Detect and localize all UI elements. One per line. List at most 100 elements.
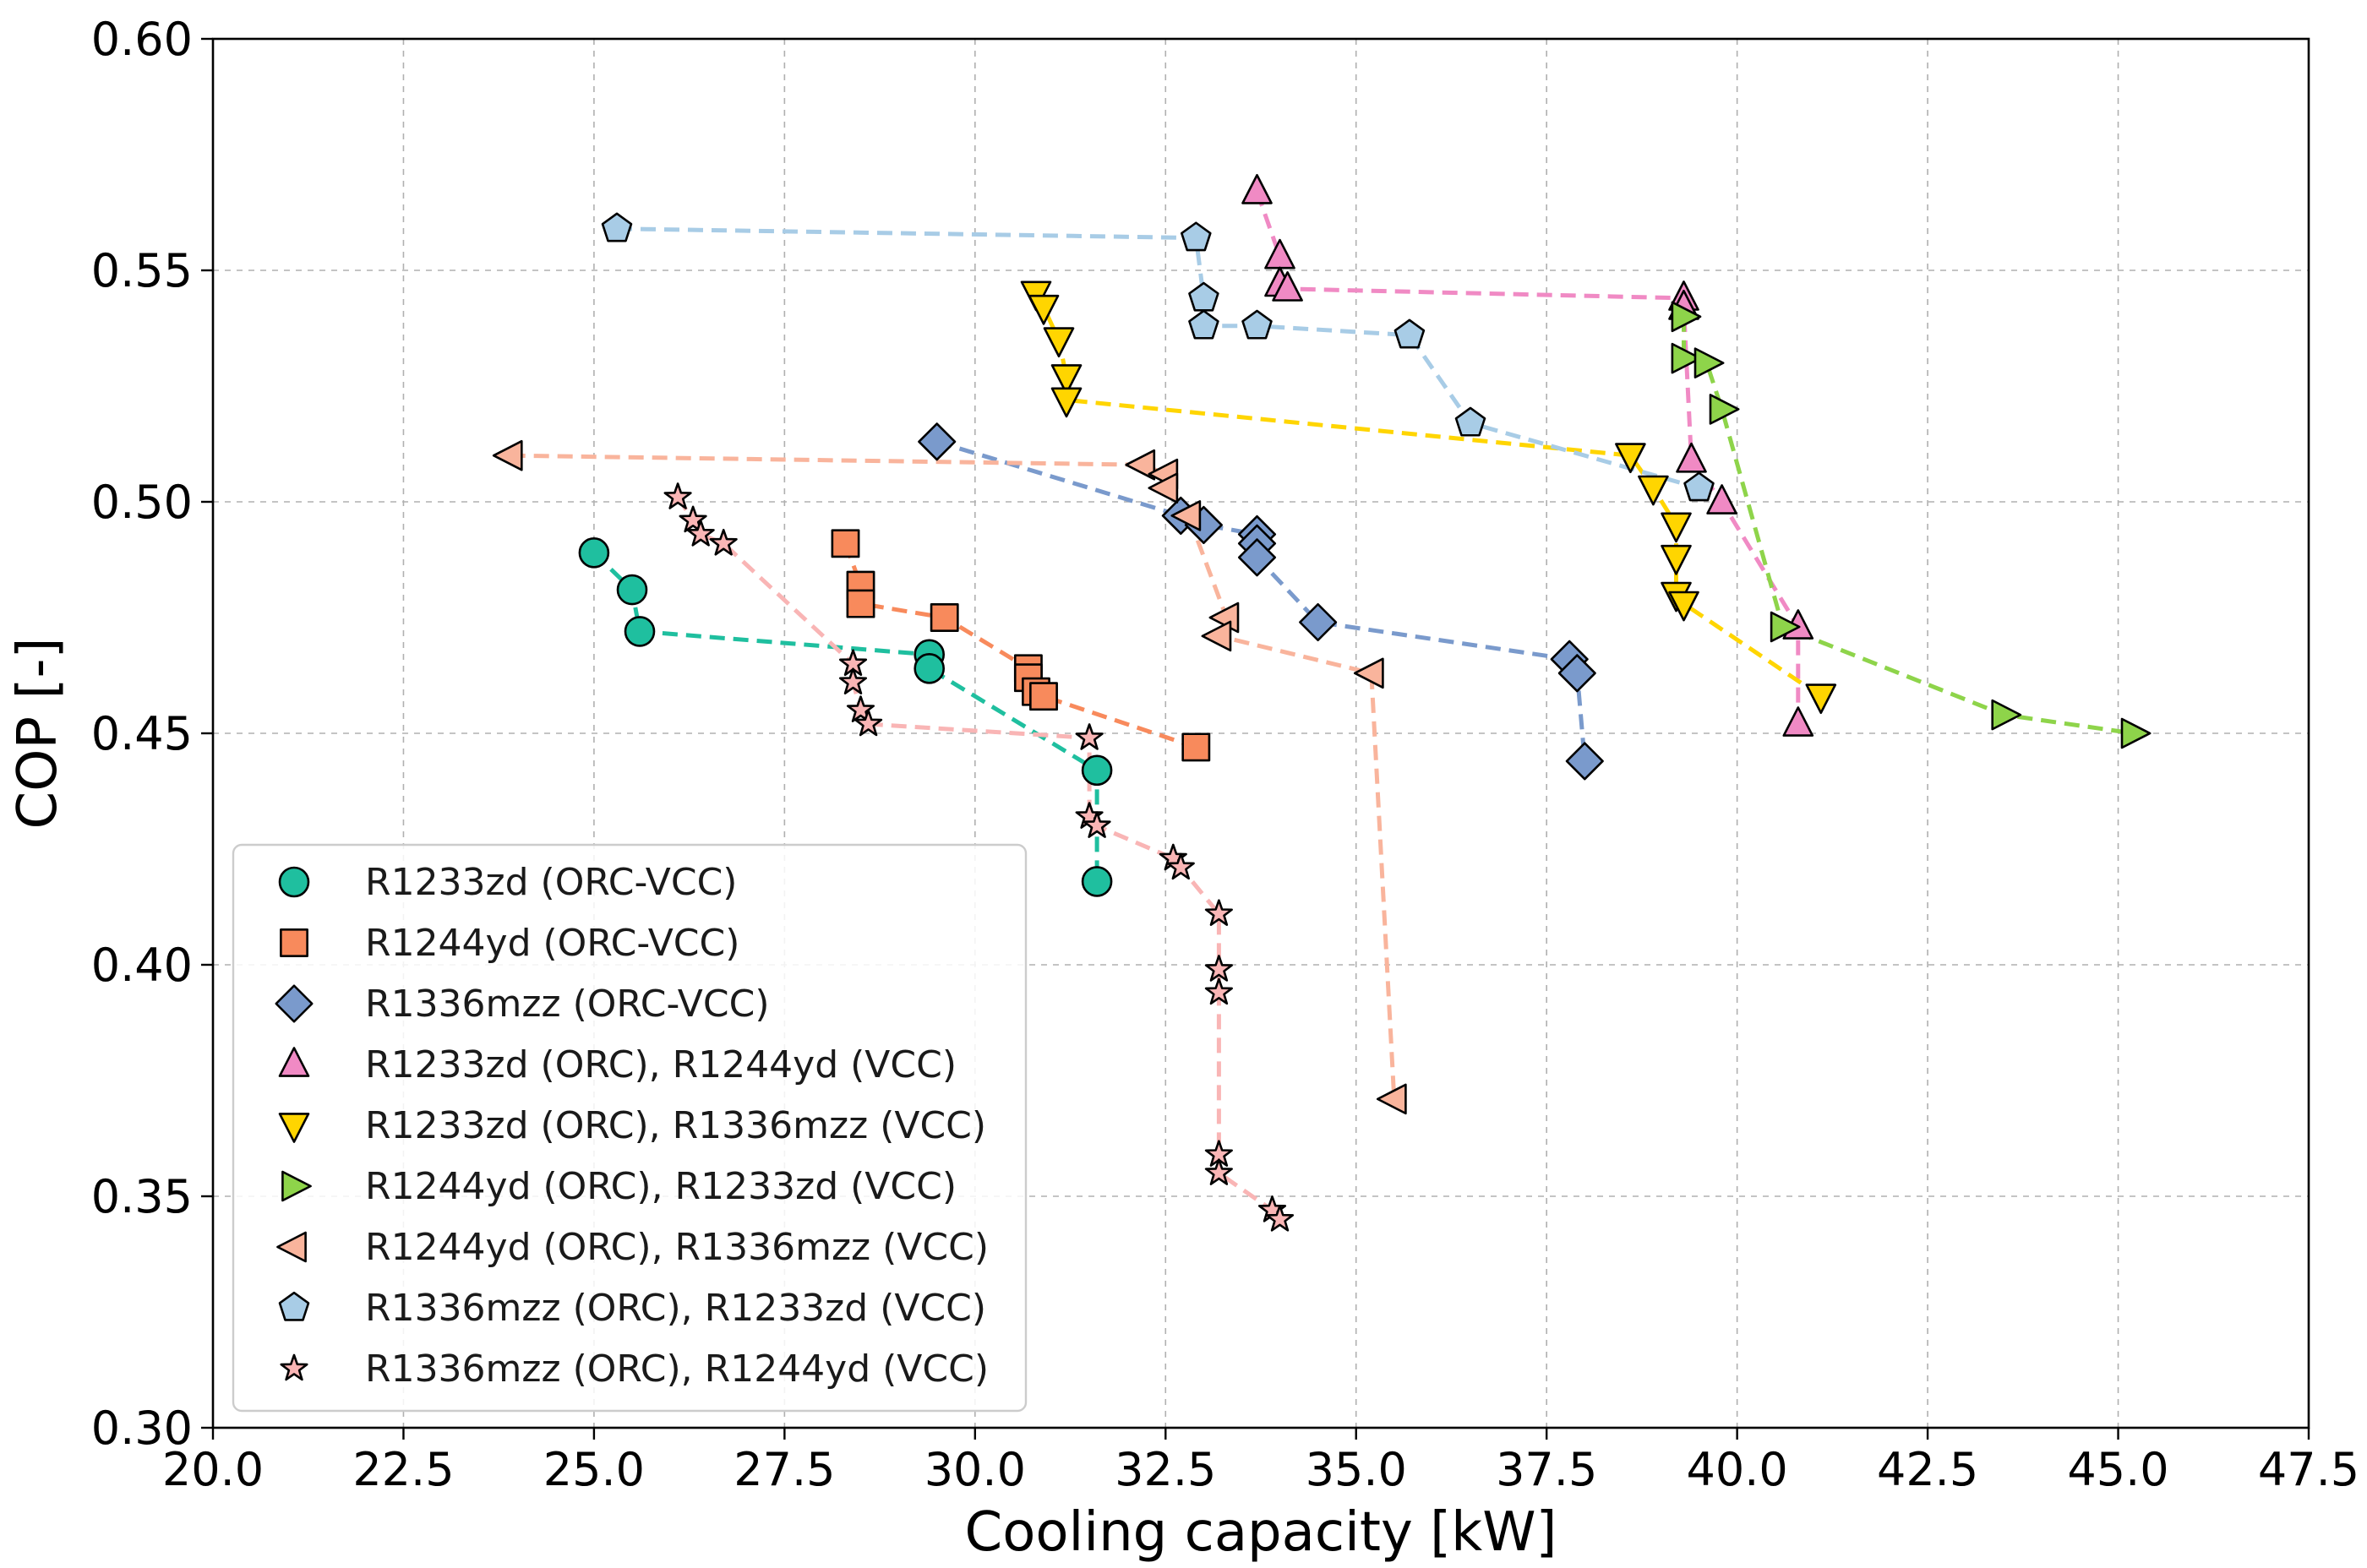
data-point-series-1 (1081, 866, 1113, 897)
series-line-2 (843, 542, 1197, 749)
legend-box (232, 843, 1028, 1413)
data-point-series-7 (1125, 449, 1156, 481)
legend-marker (278, 1113, 310, 1143)
data-point-series-1 (578, 537, 610, 569)
data-point-series-6 (1770, 611, 1801, 643)
legend-marker (280, 928, 308, 957)
data-point-series-2 (930, 603, 959, 632)
data-point-series-6 (1991, 699, 2022, 731)
data-point-series-1 (624, 616, 656, 647)
y-tick-label: 0.55 (91, 244, 193, 297)
data-point-series-7 (1353, 657, 1384, 689)
data-point-series-4 (1706, 484, 1737, 514)
data-point-series-7 (1170, 500, 1202, 531)
legend-marker (278, 1047, 310, 1077)
y-tick-label: 0.60 (91, 13, 193, 66)
data-point-series-8 (1188, 281, 1219, 312)
legend-label: R1244yd (ORC-VCC) (365, 922, 739, 965)
data-point-series-4 (1676, 442, 1707, 473)
series-markers (492, 173, 2152, 1232)
x-tick-label: 22.5 (352, 1443, 454, 1496)
data-point-series-8 (1393, 318, 1426, 349)
data-point-series-5 (1661, 544, 1692, 575)
y-tick-label: 0.40 (91, 939, 193, 992)
data-point-series-6 (1709, 394, 1740, 425)
legend-marker (278, 866, 310, 898)
x-tick-label: 30.0 (924, 1443, 1026, 1496)
data-point-series-4 (1272, 271, 1303, 302)
series-line-6 (1682, 316, 2134, 736)
data-point-series-3 (918, 422, 957, 461)
x-axis-title: Cooling capacity [kW] (965, 1501, 1557, 1564)
legend-marker (275, 984, 314, 1023)
legend-label: R1336mzz (ORC), R1233zd (VCC) (365, 1287, 986, 1330)
data-point-series-9 (1204, 977, 1233, 1005)
data-point-series-2 (1181, 732, 1211, 762)
legend-label: R1336mzz (ORC), R1244yd (VCC) (365, 1348, 989, 1391)
data-point-series-9 (854, 709, 883, 737)
legend-marker (280, 1353, 308, 1381)
y-tick-label: 0.45 (91, 707, 193, 760)
data-point-series-2 (1029, 682, 1058, 711)
data-point-series-9 (663, 482, 692, 509)
data-point-series-9 (1166, 852, 1195, 880)
y-axis-title: COP [-] (7, 637, 69, 829)
series-line-1 (592, 551, 1099, 882)
data-point-series-2 (831, 529, 860, 558)
legend-label: R1336mzz (ORC-VCC) (365, 983, 770, 1026)
data-point-series-7 (1148, 472, 1179, 504)
legend-label: R1244yd (ORC), R1233zd (VCC) (365, 1165, 957, 1208)
data-point-series-5 (1661, 512, 1692, 543)
data-point-series-3 (1299, 602, 1338, 642)
data-point-series-4 (1241, 173, 1273, 204)
x-tick-label: 40.0 (1687, 1443, 1788, 1496)
legend-label: R1233zd (ORC), R1244yd (VCC) (365, 1043, 957, 1086)
data-point-series-9 (709, 528, 738, 556)
legend-marker (276, 1231, 307, 1263)
data-point-series-8 (1241, 309, 1273, 340)
data-point-series-9 (838, 667, 868, 694)
data-point-series-5 (1050, 387, 1083, 418)
data-point-series-5 (1638, 475, 1669, 506)
legend-marker (278, 1291, 310, 1321)
data-point-series-7 (492, 439, 523, 471)
x-tick-label: 20.0 (162, 1443, 264, 1496)
data-point-series-5 (1805, 683, 1837, 715)
data-point-series-9 (1075, 723, 1104, 750)
data-point-series-6 (1671, 342, 1702, 374)
data-point-series-7 (1376, 1083, 1407, 1115)
data-point-series-1 (616, 574, 648, 606)
series-line-3 (935, 439, 1587, 762)
data-point-series-9 (686, 520, 715, 547)
x-tick-label: 42.5 (1877, 1443, 1978, 1496)
data-point-series-6 (1693, 347, 1725, 378)
data-point-series-9 (1083, 811, 1111, 838)
y-tick-label: 0.35 (91, 1170, 193, 1223)
data-point-series-9 (1265, 1205, 1295, 1232)
data-point-series-4 (1264, 238, 1295, 270)
data-point-series-2 (846, 589, 875, 618)
data-point-series-9 (1204, 955, 1233, 982)
data-point-series-9 (846, 695, 875, 722)
series-line-9 (676, 496, 1282, 1221)
legend-label: R1233zd (ORC), R1336mzz (VCC) (365, 1104, 986, 1147)
data-point-series-3 (1237, 538, 1277, 577)
data-point-series-9 (679, 505, 707, 533)
data-point-series-8 (1454, 406, 1486, 437)
data-point-series-5 (1050, 364, 1083, 395)
legend-marker (281, 1170, 312, 1202)
data-point-series-8 (1188, 309, 1219, 340)
legend-label: R1233zd (ORC-VCC) (365, 861, 737, 904)
data-point-series-6 (1671, 301, 1702, 333)
data-point-series-3 (1557, 654, 1596, 693)
data-point-series-5 (1668, 591, 1699, 622)
data-point-series-9 (1204, 1158, 1233, 1185)
x-tick-label: 32.5 (1115, 1443, 1216, 1496)
data-point-series-1 (914, 653, 945, 684)
data-point-series-8 (1181, 221, 1212, 252)
x-tick-label: 35.0 (1306, 1443, 1407, 1496)
data-point-series-9 (1204, 899, 1233, 926)
data-point-series-8 (1683, 471, 1715, 502)
x-tick-label: 37.5 (1496, 1443, 1597, 1496)
